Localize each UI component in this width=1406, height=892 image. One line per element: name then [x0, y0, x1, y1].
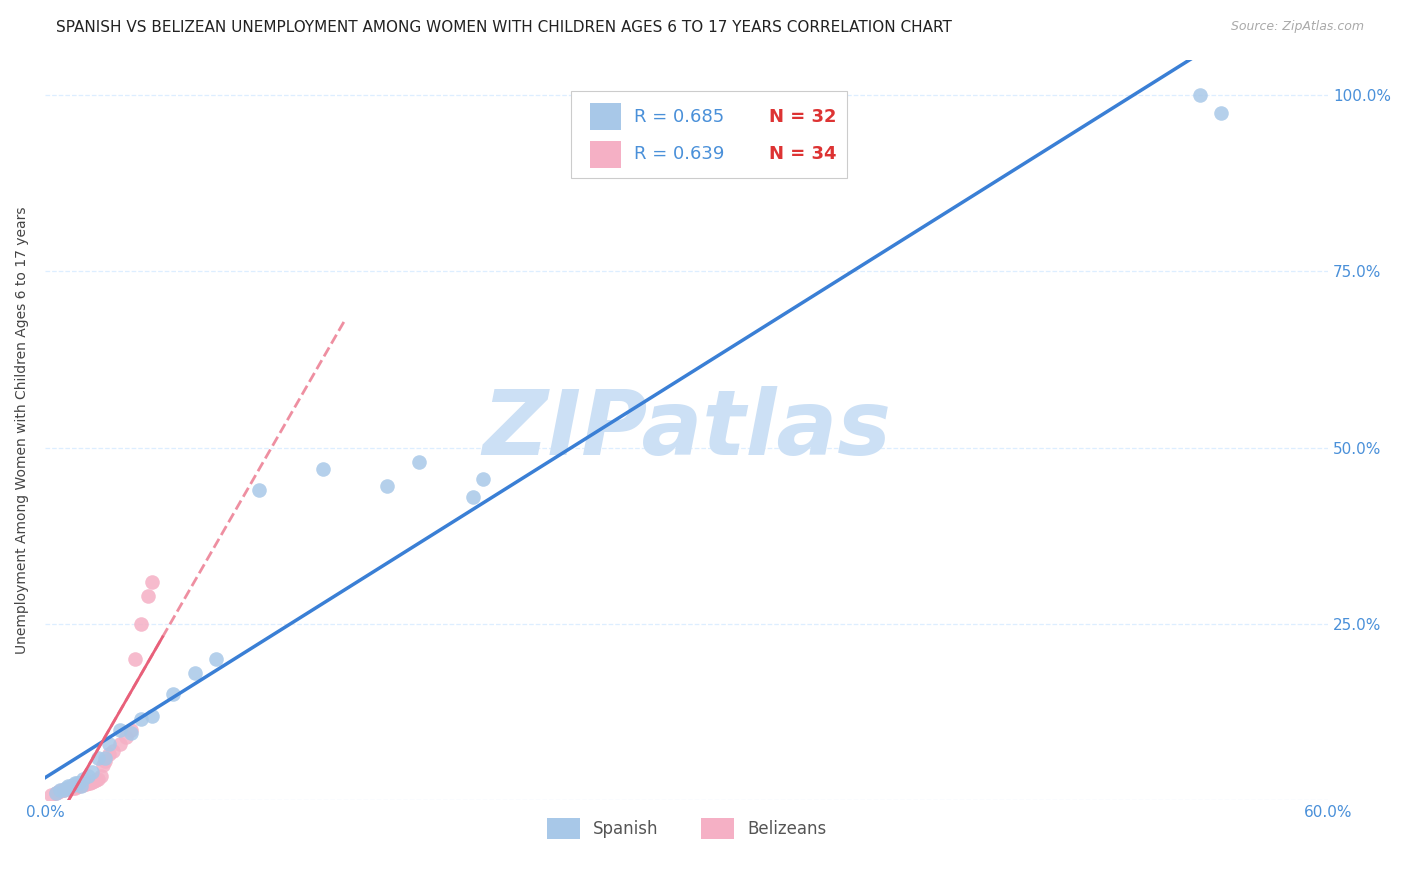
FancyBboxPatch shape	[571, 91, 846, 178]
Point	[62, 780, 84, 795]
Point	[87, 772, 110, 786]
Point	[70, 778, 93, 792]
Point	[136, 589, 159, 603]
Point	[80, 764, 103, 779]
Point	[1211, 105, 1233, 120]
Point	[162, 687, 184, 701]
Point	[76, 768, 98, 782]
Point	[129, 712, 152, 726]
Point	[472, 472, 495, 486]
Text: Source: ZipAtlas.com: Source: ZipAtlas.com	[1230, 20, 1364, 33]
FancyBboxPatch shape	[591, 103, 621, 130]
Point	[375, 479, 398, 493]
Point	[247, 483, 270, 497]
Y-axis label: Unemployment Among Women with Children Ages 6 to 17 years: Unemployment Among Women with Children A…	[15, 206, 30, 654]
Point	[108, 723, 131, 737]
FancyBboxPatch shape	[591, 141, 621, 168]
Point	[45, 786, 67, 800]
Text: R = 0.639: R = 0.639	[634, 145, 724, 163]
Point	[312, 461, 335, 475]
Point	[76, 775, 98, 789]
Point	[72, 778, 94, 792]
Point	[70, 779, 93, 793]
Point	[91, 758, 114, 772]
Point	[1188, 87, 1211, 102]
Point	[72, 772, 94, 786]
Point	[55, 781, 77, 796]
Point	[141, 574, 163, 589]
Point	[66, 775, 89, 789]
Point	[141, 708, 163, 723]
Point	[58, 781, 80, 796]
Point	[79, 775, 101, 789]
Point	[67, 779, 90, 793]
Point	[90, 768, 112, 782]
Legend: Spanish, Belizeans: Spanish, Belizeans	[540, 812, 834, 846]
Point	[461, 490, 484, 504]
Point	[80, 775, 103, 789]
Text: N = 34: N = 34	[769, 145, 837, 163]
Point	[87, 751, 110, 765]
Text: SPANISH VS BELIZEAN UNEMPLOYMENT AMONG WOMEN WITH CHILDREN AGES 6 TO 17 YEARS CO: SPANISH VS BELIZEAN UNEMPLOYMENT AMONG W…	[56, 20, 952, 35]
Point	[75, 777, 97, 791]
Point	[103, 744, 125, 758]
Point	[53, 782, 76, 797]
Point	[98, 747, 121, 762]
Point	[63, 775, 86, 789]
Point	[115, 730, 138, 744]
Point	[46, 785, 69, 799]
Point	[120, 726, 142, 740]
Point	[59, 781, 82, 796]
Point	[98, 737, 121, 751]
Point	[124, 652, 146, 666]
Point	[59, 779, 82, 793]
Point	[62, 778, 84, 792]
Point	[49, 782, 72, 797]
Point	[84, 773, 107, 788]
Point	[51, 783, 73, 797]
Text: R = 0.685: R = 0.685	[634, 108, 724, 126]
Point	[408, 455, 430, 469]
Point	[53, 782, 76, 797]
Point	[67, 775, 90, 789]
Point	[183, 666, 205, 681]
Point	[94, 751, 117, 765]
Point	[58, 779, 80, 793]
Point	[205, 652, 228, 666]
Point	[108, 737, 131, 751]
Text: ZIPatlas: ZIPatlas	[482, 386, 891, 474]
Point	[49, 784, 72, 798]
Point	[63, 780, 86, 795]
Point	[41, 788, 63, 802]
Point	[66, 779, 89, 793]
Point	[55, 780, 77, 795]
Point	[120, 723, 142, 737]
Point	[83, 774, 105, 789]
Point	[129, 616, 152, 631]
Text: N = 32: N = 32	[769, 108, 837, 126]
Point	[94, 755, 117, 769]
Point	[45, 786, 67, 800]
